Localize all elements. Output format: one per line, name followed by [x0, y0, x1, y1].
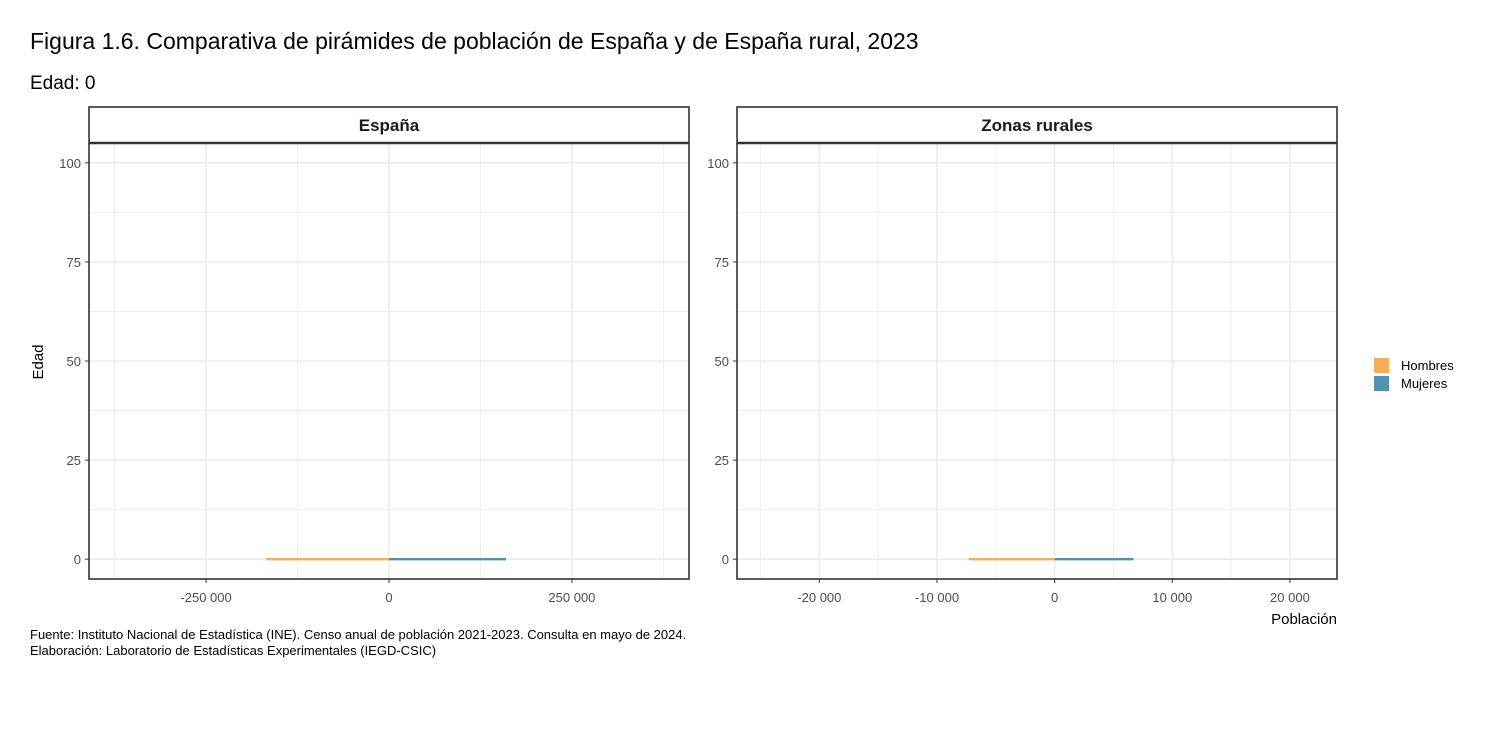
chart-subtitle: Edad: 0	[30, 73, 96, 94]
caption-credit: Elaboración: Laboratorio de Estadísticas…	[30, 643, 437, 658]
y-tick-label: 100	[707, 156, 729, 171]
y-tick-label: 100	[59, 156, 81, 171]
x-tick-label: 20 000	[1270, 590, 1310, 605]
x-tick-label: 10 000	[1152, 590, 1192, 605]
caption: Fuente: Instituto Nacional de Estadístic…	[30, 627, 686, 659]
x-tick-label: -20 000	[797, 590, 841, 605]
caption-source: Fuente: Instituto Nacional de Estadístic…	[30, 627, 687, 642]
legend-label-hombres: Hombres	[1401, 358, 1454, 373]
x-axis-title: Población	[1271, 611, 1337, 628]
y-tick-label: 0	[722, 552, 729, 567]
strip-label: Zonas rurales	[981, 116, 1093, 135]
x-tick-label: 0	[1051, 590, 1058, 605]
legend-label-mujeres: Mujeres	[1401, 376, 1448, 391]
chart-title: Figura 1.6. Comparativa de pirámides de …	[30, 28, 919, 54]
bar-hombres	[266, 557, 389, 561]
y-tick-label: 50	[67, 354, 81, 369]
y-axis-title: Edad	[30, 344, 47, 379]
legend-key-hombres	[1374, 358, 1389, 373]
y-tick-label: 0	[74, 552, 81, 567]
panel-1: España 0 25 50 75 100 -250 000 0 250 000	[59, 106, 690, 605]
x-tick-label: 250 000	[548, 590, 595, 605]
y-tick-label: 75	[67, 255, 81, 270]
bar-mujeres	[1054, 557, 1134, 561]
legend: Hombres Mujeres	[1374, 358, 1454, 391]
panel-border	[736, 106, 1338, 580]
x-tick-label: -10 000	[915, 590, 959, 605]
bar-hombres	[968, 557, 1055, 561]
panel-2: Zonas rurales 0 25 50 75 100 -20 000 -10 000 0 10…	[707, 106, 1338, 605]
y-tick-label: 25	[715, 453, 729, 468]
y-tick-label: 75	[715, 255, 729, 270]
strip-label: España	[359, 116, 420, 135]
y-tick-label: 25	[67, 453, 81, 468]
x-tick-label: 0	[385, 590, 392, 605]
legend-key-mujeres	[1374, 376, 1389, 391]
y-tick-label: 50	[715, 354, 729, 369]
bar-mujeres	[389, 557, 507, 561]
x-tick-label: -250 000	[180, 590, 231, 605]
